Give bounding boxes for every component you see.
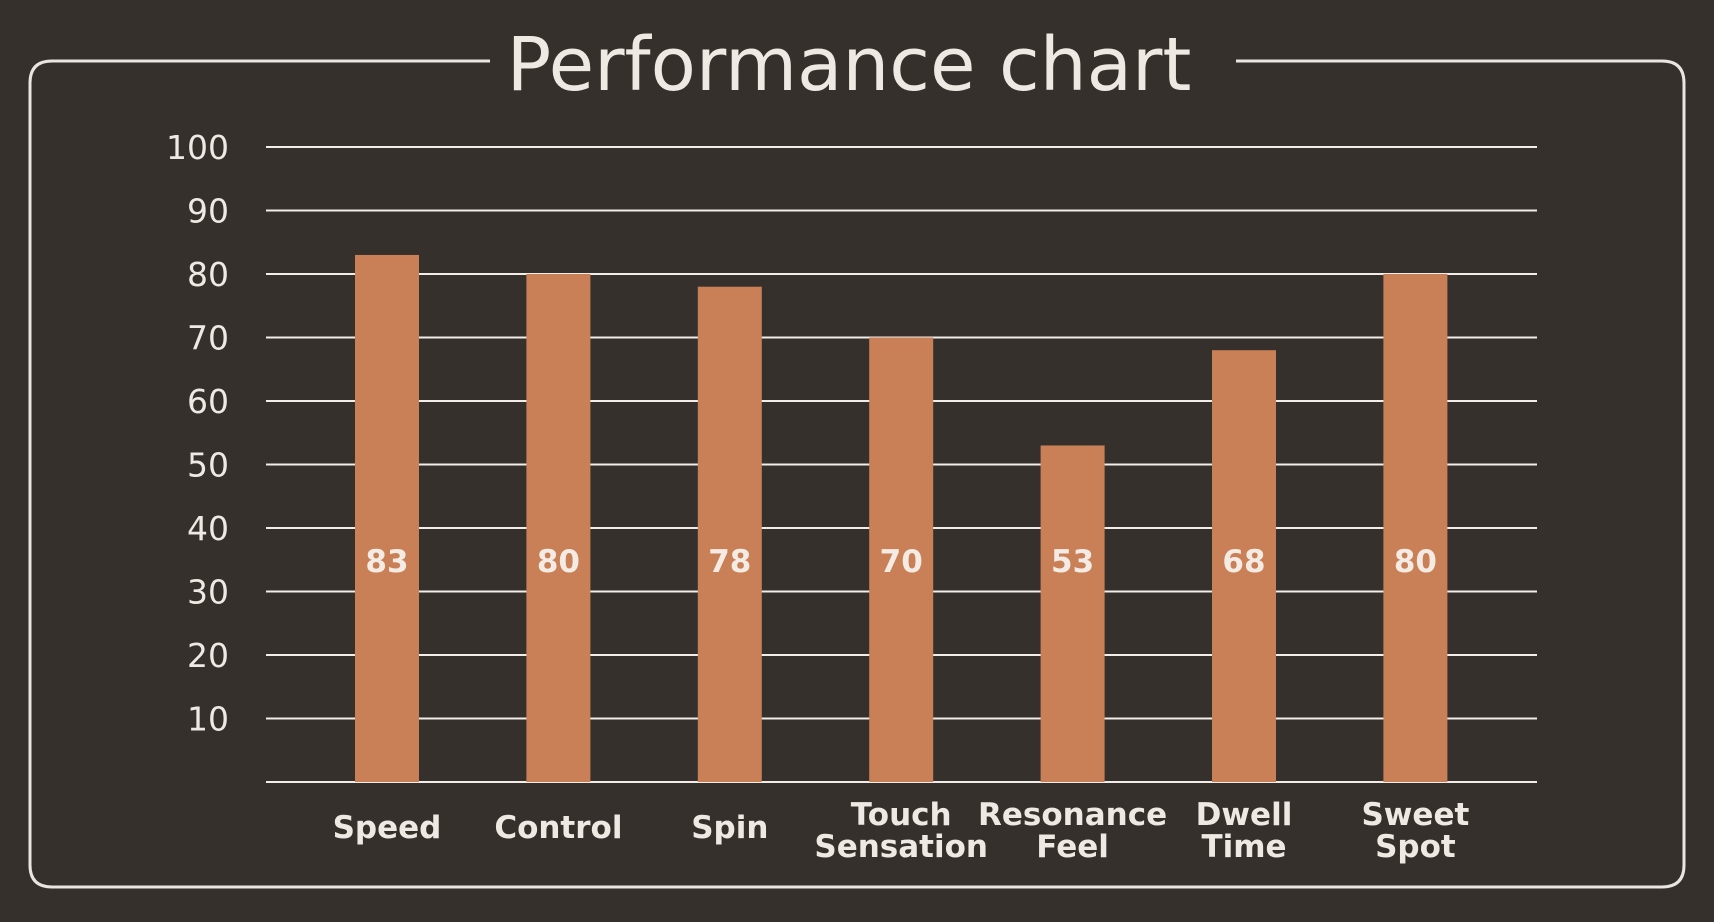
data-label: 83 <box>365 544 408 580</box>
y-tick-label: 20 <box>187 636 229 675</box>
x-tick-label: Dwell Time <box>1196 797 1293 865</box>
x-tick-label: Control <box>494 810 622 846</box>
data-labels: 83 80 78 70 53 68 80 <box>365 544 1437 580</box>
y-tick-label: 100 <box>166 128 229 167</box>
data-label: 78 <box>708 544 751 580</box>
y-axis-ticks: 10 20 30 40 50 60 70 80 90 100 <box>166 128 229 739</box>
bar <box>355 254 419 782</box>
data-label: 70 <box>880 544 923 580</box>
x-tick-label-line: Control <box>494 810 622 846</box>
x-tick-label: Sweet Spot <box>1361 797 1469 865</box>
x-tick-label: Touch Sensation <box>814 797 988 865</box>
bar <box>697 286 762 782</box>
bar <box>869 337 934 782</box>
y-tick-label: 50 <box>187 446 229 485</box>
data-label: 53 <box>1051 544 1094 580</box>
x-tick-label-line: Speed <box>333 810 442 846</box>
bar <box>1383 274 1448 782</box>
x-tick-label: Resonance Feel <box>978 797 1167 865</box>
x-tick-label-line: Spot <box>1375 829 1456 865</box>
chart-frame <box>28 59 1686 889</box>
x-tick-label-line: Dwell <box>1196 797 1293 833</box>
x-tick-label-line: Feel <box>1036 829 1109 865</box>
y-tick-label: 40 <box>187 509 229 548</box>
x-tick-label-line: Spin <box>691 810 768 846</box>
x-tick-label-line: Sensation <box>814 829 988 865</box>
y-tick-label: 10 <box>187 700 229 739</box>
y-tick-label: 60 <box>187 382 229 421</box>
data-label: 80 <box>1394 544 1437 580</box>
bar <box>1040 445 1105 782</box>
bars <box>355 254 1448 782</box>
x-tick-label-line: Resonance <box>978 797 1167 833</box>
bar <box>1212 350 1276 782</box>
y-tick-label: 70 <box>187 319 229 358</box>
chart-title: Performance chart <box>507 22 1192 108</box>
x-tick-label: Speed <box>333 810 442 846</box>
x-tick-label-line: Sweet <box>1361 797 1469 833</box>
y-tick-label: 90 <box>187 192 229 231</box>
frame-border <box>28 59 1686 889</box>
y-tick-label: 80 <box>187 255 229 294</box>
x-tick-label-line: Time <box>1201 829 1286 865</box>
x-tick-label-line: Touch <box>851 797 952 833</box>
data-label: 68 <box>1222 544 1265 580</box>
y-tick-label: 30 <box>187 573 229 612</box>
x-tick-label: Spin <box>691 810 768 846</box>
data-label: 80 <box>537 544 580 580</box>
bar <box>526 274 591 782</box>
